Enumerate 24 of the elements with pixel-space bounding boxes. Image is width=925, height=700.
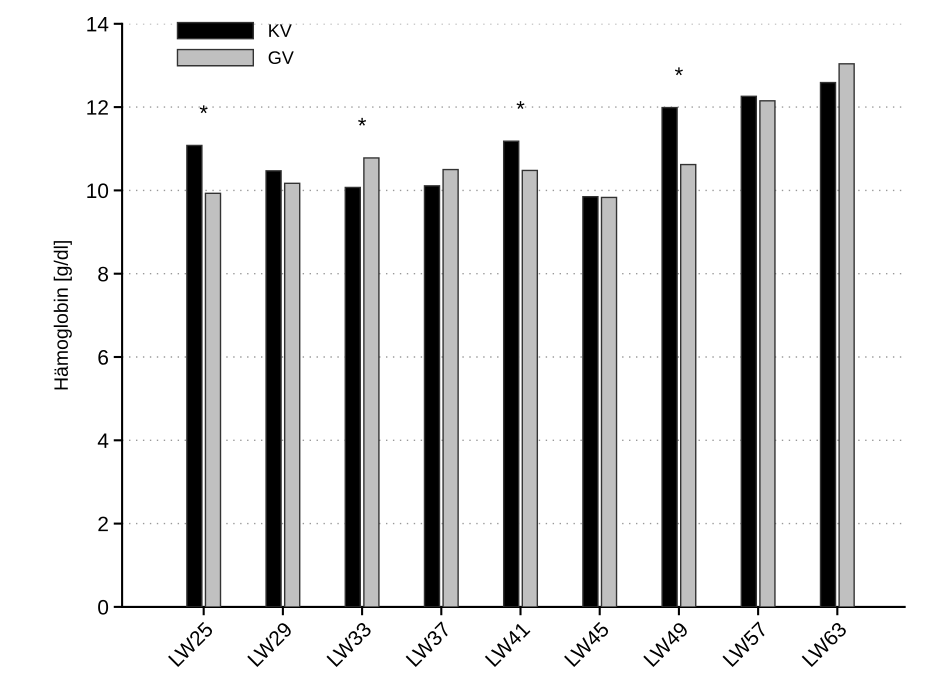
bar — [204, 192, 222, 607]
y-tick-label: 6 — [98, 350, 108, 365]
bar — [680, 164, 696, 607]
y-tick-label: 14 — [87, 17, 108, 32]
annotation: * — [200, 105, 208, 114]
bar — [284, 182, 300, 607]
legend-label: KV — [269, 24, 292, 37]
annotation: * — [674, 67, 683, 76]
y-tick-label: 12 — [87, 100, 108, 115]
y-tick-label: 4 — [98, 434, 108, 448]
bar — [363, 157, 380, 607]
bar — [600, 196, 618, 607]
y-axis-title: Hämoglobin [g/dl] — [54, 241, 72, 390]
annotation: * — [516, 101, 524, 109]
bar — [522, 170, 538, 607]
y-tick-label: 8 — [98, 266, 108, 282]
y-tick-label: 0 — [98, 600, 108, 615]
y-tick-label: 2 — [98, 516, 108, 532]
y-tick-label: 10 — [87, 183, 108, 198]
legend-label: GV — [268, 51, 294, 64]
annotation: * — [358, 118, 366, 126]
bar — [442, 168, 459, 607]
bar — [838, 63, 855, 607]
bar — [759, 100, 776, 607]
